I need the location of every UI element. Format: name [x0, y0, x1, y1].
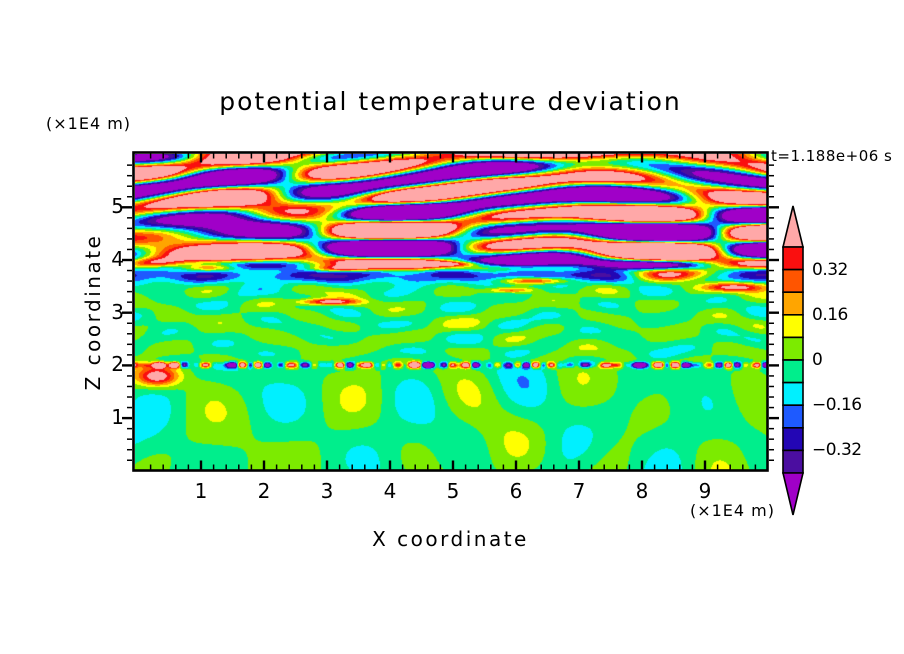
contour-field-canvas [135, 154, 767, 471]
z-axis-title: Z coordinate [81, 233, 105, 391]
z-axis-unit-label: (×1E4 m) [46, 114, 132, 133]
colorbar-tick-label: 0.32 [812, 259, 848, 280]
x-tick-label: 9 [698, 479, 712, 503]
z-tick-label: 2 [111, 352, 124, 377]
z-tick-label: 4 [111, 247, 124, 271]
x-tick-label: 5 [446, 479, 460, 503]
colorbar-tick-label: −0.16 [812, 395, 862, 416]
x-tick-label: 7 [572, 479, 586, 503]
x-tick-label: 6 [509, 479, 523, 503]
x-axis-unit-label: (×1E4 m) [689, 501, 775, 520]
colorbar-tick-label: 0 [812, 350, 823, 370]
z-tick-label: 3 [111, 299, 124, 324]
x-axis-title: X coordinate [372, 527, 529, 551]
x-tick-label: 8 [635, 479, 649, 503]
x-tick-label: 4 [383, 479, 397, 503]
z-tick-label: 5 [111, 194, 124, 219]
x-tick-label: 1 [194, 479, 208, 503]
colorbar [781, 205, 805, 516]
chart-title: potential temperature deviation [219, 87, 682, 116]
x-tick-label: 3 [320, 479, 334, 503]
colorbar-tick-label: 0.16 [812, 304, 848, 325]
colorbar-tick-label: −0.32 [812, 440, 862, 461]
x-tick-label: 2 [257, 479, 271, 503]
timestamp-label: t=1.188e+06 s [771, 147, 893, 165]
z-tick-label: 1 [111, 405, 124, 430]
